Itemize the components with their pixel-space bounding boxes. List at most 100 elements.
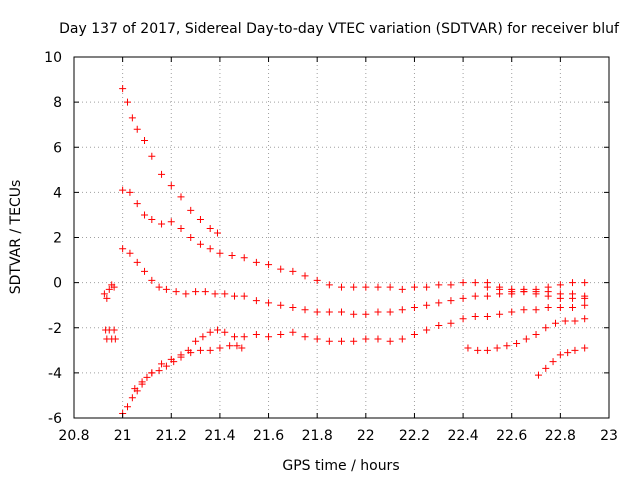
data-point (564, 349, 572, 357)
data-point (325, 337, 333, 345)
data-point (187, 349, 195, 357)
data-point (556, 303, 564, 311)
data-point (124, 98, 131, 106)
data-point (508, 308, 516, 316)
data-point (126, 249, 134, 257)
points-layer (100, 85, 589, 417)
ticks-layer: 20.8 21 21.2 21.4 21.6 21.8 22 22.2 22.4 22.6 22.8… (44, 50, 618, 444)
y-tick-label: 6 (53, 140, 62, 156)
data-point (556, 351, 564, 359)
data-point (410, 331, 418, 339)
data-point (128, 394, 136, 402)
data-point (133, 125, 141, 133)
series-arc-c (119, 85, 221, 237)
y-tick-label: -2 (48, 321, 62, 337)
data-point (105, 285, 113, 293)
x-tick-label: 21 (114, 428, 132, 444)
x-tick-label: 20.8 (58, 428, 89, 444)
data-point (423, 326, 431, 334)
x-axis-label: GPS time / hours (282, 458, 399, 474)
data-point (581, 301, 589, 309)
data-point (561, 317, 569, 325)
data-point (221, 290, 229, 298)
chart-title: Day 137 of 2017, Sidereal Day-to-day VTE… (59, 21, 620, 37)
data-point (398, 306, 406, 314)
data-point (459, 279, 467, 287)
data-point (571, 317, 579, 325)
data-point (513, 340, 521, 348)
data-point (362, 283, 370, 291)
data-point (313, 308, 321, 316)
data-point (187, 206, 195, 214)
data-point (148, 276, 156, 284)
data-point (148, 152, 156, 160)
data-point (143, 373, 151, 381)
data-point (459, 294, 467, 302)
data-point (111, 335, 119, 343)
grid-layer (74, 57, 609, 418)
data-point (177, 193, 185, 201)
data-point (206, 346, 214, 354)
series-arc-h (464, 315, 589, 354)
data-point (374, 308, 382, 316)
data-point (301, 272, 309, 280)
series-arc-f (119, 301, 589, 417)
data-point (435, 299, 443, 307)
data-point (471, 279, 479, 287)
data-point (542, 364, 550, 372)
data-point (569, 294, 577, 302)
data-point (231, 292, 238, 300)
data-point (549, 358, 557, 366)
data-point (233, 342, 241, 350)
data-point (447, 319, 455, 327)
data-point (172, 288, 180, 296)
data-point (483, 283, 491, 291)
x-tick-label: 23 (600, 428, 618, 444)
data-point (544, 292, 552, 300)
y-tick-label: 2 (53, 231, 62, 247)
data-point (141, 136, 149, 144)
data-point (138, 378, 146, 386)
data-point (410, 283, 418, 291)
data-point (483, 312, 491, 320)
y-tick-label: -6 (48, 411, 62, 427)
data-point (192, 337, 200, 345)
data-point (374, 283, 382, 291)
data-point (265, 261, 273, 269)
data-point (338, 337, 345, 345)
data-point (119, 186, 127, 194)
data-point (196, 240, 204, 248)
data-point (238, 344, 246, 352)
y-axis-label: SDTVAR / TECUs (8, 180, 24, 295)
x-tick-label: 21.4 (204, 428, 235, 444)
data-point (201, 288, 209, 296)
data-point (520, 288, 528, 296)
data-point (313, 335, 321, 343)
data-point (155, 367, 163, 375)
data-point (362, 310, 370, 318)
data-point (228, 252, 236, 260)
data-point (252, 258, 260, 266)
data-point (226, 342, 234, 350)
series-arc-b (102, 326, 119, 343)
series-arc-d (119, 186, 589, 293)
series-arc-e (119, 245, 589, 318)
data-point (581, 279, 589, 287)
data-point (483, 292, 491, 300)
data-point (277, 265, 285, 273)
data-point (471, 292, 479, 300)
data-point (350, 310, 358, 318)
data-point (206, 245, 214, 253)
x-tick-label: 22.6 (496, 428, 527, 444)
data-point (556, 281, 564, 289)
data-point (398, 285, 406, 293)
data-point (386, 337, 394, 345)
y-tick-label: 0 (53, 276, 62, 292)
y-tick-label: -4 (48, 366, 62, 382)
data-point (435, 281, 443, 289)
x-tick-label: 22 (357, 428, 375, 444)
data-point (556, 294, 564, 302)
data-point (167, 355, 175, 363)
x-tick-label: 22.2 (399, 428, 430, 444)
data-point (182, 290, 190, 298)
